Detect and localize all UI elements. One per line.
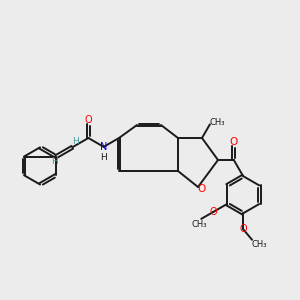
Text: CH₃: CH₃	[252, 240, 267, 249]
Text: O: O	[209, 207, 217, 217]
Text: CH₃: CH₃	[210, 118, 225, 127]
Text: O: O	[197, 184, 206, 194]
Text: O: O	[85, 116, 92, 125]
Text: CH₃: CH₃	[192, 220, 208, 229]
Text: H: H	[73, 137, 79, 146]
Text: N: N	[100, 142, 107, 152]
Text: O: O	[239, 224, 247, 234]
Text: H: H	[100, 153, 107, 162]
Text: O: O	[230, 137, 238, 147]
Text: H: H	[51, 158, 58, 166]
